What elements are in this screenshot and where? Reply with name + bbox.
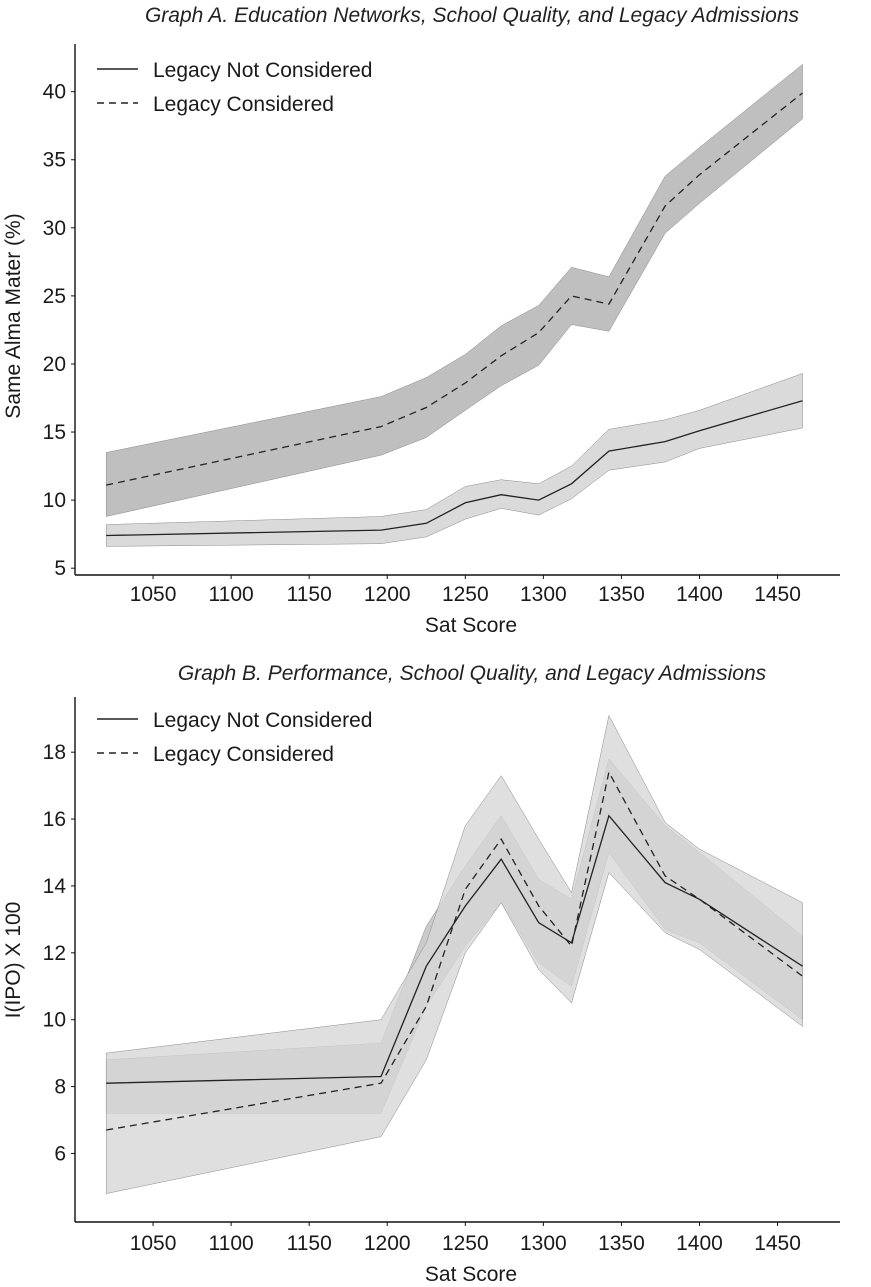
graph-b-y-axis-label: I(IPO) X 100 (2, 902, 25, 1019)
graph-a-title: Graph A. Education Networks, School Qual… (145, 4, 800, 27)
graph-b-legend-considered: Legacy Considered (153, 743, 334, 766)
y-tick-label: 15 (43, 421, 66, 444)
graph-a-line-considered (106, 92, 803, 486)
graph-a-y-axis-label: Same Alma Mater (%) (2, 213, 25, 418)
x-tick-label: 1150 (287, 1232, 332, 1255)
y-tick-label: 35 (43, 149, 66, 172)
graph-a-series-lines (106, 92, 803, 537)
graph-b-x-axis-label: Sat Score (425, 1263, 517, 1286)
x-tick-label: 1100 (209, 1232, 254, 1255)
x-tick-label: 1300 (520, 583, 567, 606)
graph-a-legend-not-considered: Legacy Not Considered (153, 59, 372, 82)
graph-b-x-ticks: 1050 1100 1150 1200 1250 1300 1350 1400 1450 (130, 1222, 801, 1255)
graph-b-band-considered (105, 714, 803, 1194)
x-tick-label: 1250 (442, 583, 489, 606)
graph-a-line-not-considered (106, 400, 803, 537)
x-tick-label: 1200 (364, 1232, 411, 1255)
x-tick-label: 1350 (598, 583, 645, 606)
graph-b-confidence-bands (105, 714, 803, 1194)
x-tick-label: 1050 (130, 1232, 177, 1255)
y-tick-label: 16 (43, 808, 66, 831)
y-tick-label: 40 (43, 81, 66, 104)
graph-a-legend: Legacy Not Considered Legacy Considered (97, 59, 372, 116)
graph-b-y-ticks: 6 8 10 12 14 16 18 (43, 741, 75, 1165)
x-tick-label: 1050 (130, 583, 177, 606)
y-tick-label: 6 (54, 1142, 66, 1165)
y-tick-label: 5 (54, 557, 66, 580)
graph-a-legend-considered: Legacy Considered (153, 93, 334, 116)
graph-a-y-ticks: 5 10 15 20 25 30 35 40 (43, 81, 75, 580)
x-tick-label: 1200 (364, 583, 411, 606)
y-tick-label: 25 (43, 285, 66, 308)
x-tick-label: 1350 (598, 1232, 645, 1255)
graph-b-legend-not-considered: Legacy Not Considered (153, 709, 372, 732)
x-tick-label: 1400 (676, 1232, 723, 1255)
graph-b-series-lines (106, 770, 803, 1131)
y-tick-label: 20 (43, 353, 66, 376)
graph-a-x-axis-label: Sat Score (425, 614, 517, 637)
x-tick-label: 1450 (754, 583, 801, 606)
graph-a-band-not-considered (105, 373, 803, 547)
x-tick-label: 1400 (676, 583, 723, 606)
graph-a-x-ticks: 1050 1100 1150 1200 1250 1300 1350 1400 1450 (130, 575, 801, 606)
y-tick-label: 30 (43, 217, 66, 240)
y-tick-label: 10 (43, 1009, 66, 1032)
x-tick-label: 1100 (209, 583, 254, 606)
x-tick-label: 1450 (754, 1232, 801, 1255)
graph-b-legend: Legacy Not Considered Legacy Considered (97, 709, 372, 766)
graph-a-confidence-bands (105, 63, 803, 547)
y-tick-label: 14 (43, 875, 67, 898)
graph-a: Graph A. Education Networks, School Qual… (2, 4, 840, 637)
graph-b-line-considered (106, 770, 803, 1131)
graph-a-band-considered (105, 63, 803, 517)
x-tick-label: 1250 (442, 1232, 489, 1255)
graph-b-line-not-considered (106, 814, 803, 1084)
y-tick-label: 18 (43, 741, 66, 764)
y-tick-label: 12 (43, 942, 66, 965)
y-tick-label: 8 (54, 1076, 66, 1099)
x-tick-label: 1150 (287, 583, 332, 606)
graph-b: Graph B. Performance, School Quality, an… (2, 662, 840, 1286)
graph-b-title: Graph B. Performance, School Quality, an… (178, 662, 767, 685)
y-tick-label: 10 (43, 489, 66, 512)
x-tick-label: 1300 (520, 1232, 567, 1255)
